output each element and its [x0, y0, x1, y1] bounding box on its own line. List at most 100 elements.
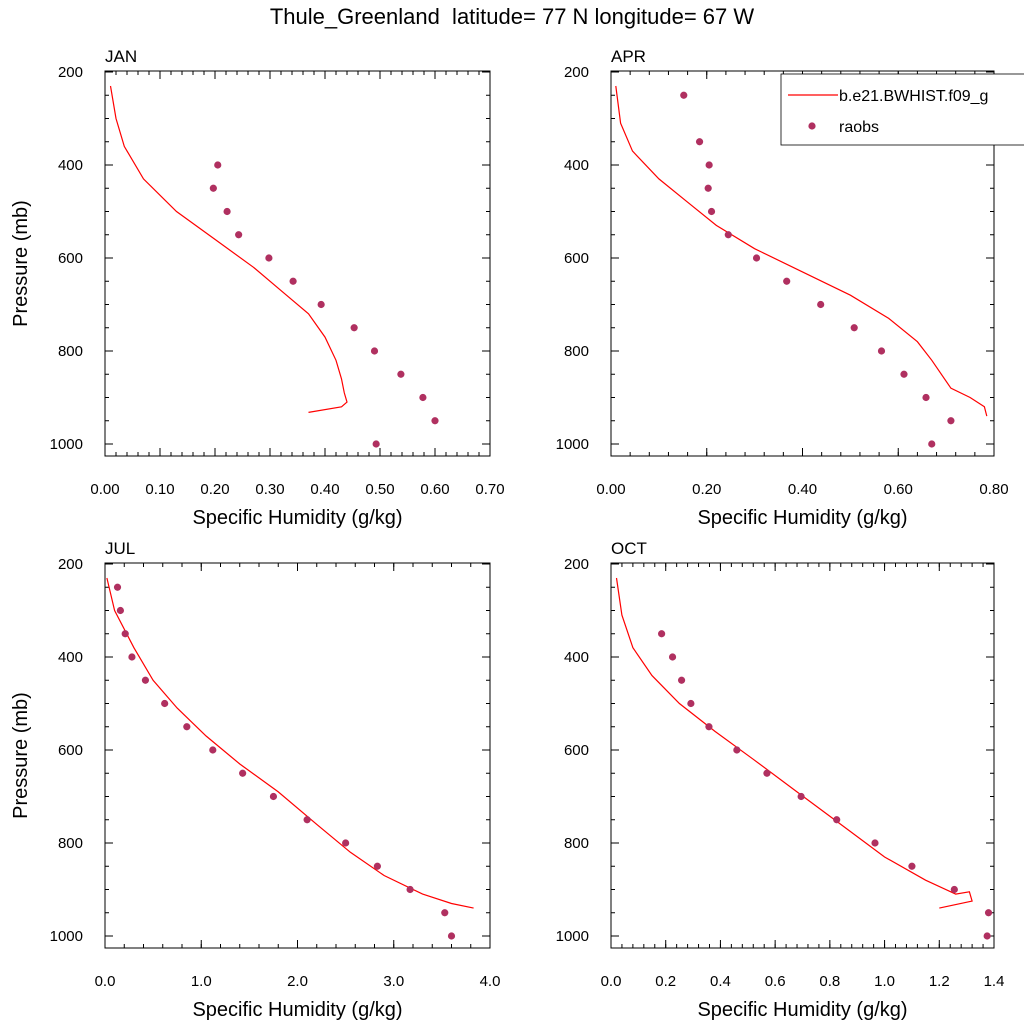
x-tick-label: 1.2: [929, 973, 950, 990]
x-tick-label: 2.0: [287, 973, 308, 990]
plot-frame: [104, 562, 491, 949]
obs-point: [733, 746, 741, 754]
obs-point: [922, 393, 930, 402]
obs-point: [441, 909, 449, 917]
obs-point: [397, 370, 405, 378]
x-axis-label: Specific Humidity (g/kg): [192, 999, 402, 1021]
y-tick-label: 600: [58, 742, 83, 759]
obs-point: [752, 254, 761, 262]
obs-point: [680, 91, 688, 99]
figure-title: Thule_Greenland latitude= 77 N longitude…: [269, 4, 755, 29]
obs-point: [431, 417, 439, 425]
y-axis-label: Pressure (mb): [10, 200, 32, 327]
x-tick-label: 0.80: [979, 481, 1008, 498]
obs-point: [209, 184, 217, 192]
panel-title: APR: [611, 47, 646, 66]
model-series-line: [109, 85, 348, 413]
obs-point: [342, 839, 350, 847]
obs-point: [724, 231, 732, 239]
obs-point: [370, 347, 379, 355]
obs-point: [705, 161, 713, 169]
obs-point: [687, 699, 695, 708]
obs-point: [373, 862, 381, 870]
obs-point: [984, 909, 993, 917]
obs-point: [983, 932, 991, 940]
y-tick-label: 800: [58, 343, 83, 360]
obs-point: [214, 161, 222, 169]
obs-point: [928, 440, 936, 448]
x-tick-label: 0.40: [788, 481, 817, 498]
obs-point: [705, 723, 713, 731]
x-tick-label: 0.8: [819, 973, 840, 990]
x-tick-label: 0.60: [884, 481, 913, 498]
obs-point: [289, 277, 297, 285]
obs-point: [116, 606, 124, 615]
y-tick-label: 800: [564, 343, 589, 360]
obs-point: [406, 885, 414, 894]
panel-oct: OCT 0.0 0.2 0.4 0.6 0.8 1.0 1.2 1.4 200 400 600 800 1…: [556, 539, 1005, 1021]
obs-point: [265, 254, 273, 262]
obs-point: [161, 699, 169, 708]
x-tick-label: 0.50: [365, 481, 394, 498]
obs-point: [350, 324, 358, 332]
y-tick-label: 1000: [50, 436, 83, 453]
y-tick-label: 600: [564, 250, 589, 267]
y-tick-label: 600: [564, 742, 589, 759]
obs-point: [695, 138, 704, 146]
obs-point: [704, 184, 712, 192]
legend-obs-label: raobs: [839, 119, 879, 136]
obs-point: [677, 676, 686, 684]
x-tick-label: 0.40: [310, 481, 339, 498]
x-tick-label: 0.20: [692, 481, 721, 498]
x-tick-label: 1.0: [191, 973, 212, 990]
y-tick-label: 800: [564, 835, 589, 852]
x-axis-label: Specific Humidity (g/kg): [697, 507, 907, 529]
x-tick-label: 0.0: [601, 973, 622, 990]
obs-point: [113, 583, 122, 591]
x-tick-label: 0.2: [655, 973, 676, 990]
x-tick-label: 1.4: [984, 973, 1005, 990]
x-axis-label: Specific Humidity (g/kg): [192, 507, 402, 529]
y-tick-label: 200: [564, 64, 589, 81]
y-tick-label: 1000: [50, 928, 83, 945]
x-tick-label: 0.00: [596, 481, 625, 498]
obs-point: [121, 630, 129, 638]
x-tick-label: 4.0: [480, 973, 501, 990]
obs-point: [419, 393, 427, 402]
obs-point: [269, 792, 278, 801]
y-tick-label: 200: [564, 556, 589, 573]
model-series-line: [615, 577, 973, 909]
obs-point: [317, 300, 325, 309]
obs-point: [141, 676, 150, 684]
model-series-line: [615, 85, 988, 417]
x-tick-label: 0.6: [765, 973, 786, 990]
x-tick-label: 0.00: [90, 481, 119, 498]
legend-box: [780, 73, 1024, 146]
obs-point: [763, 769, 771, 777]
obs-point: [183, 723, 191, 731]
y-tick-label: 1000: [556, 928, 589, 945]
obs-point: [128, 653, 136, 661]
obs-point: [850, 324, 858, 332]
legend-obs-marker: [808, 122, 816, 130]
y-tick-label: 200: [58, 556, 83, 573]
x-tick-label: 3.0: [383, 973, 404, 990]
x-tick-label: 0.20: [200, 481, 229, 498]
y-tick-label: 400: [564, 157, 589, 174]
obs-point: [209, 746, 217, 754]
y-tick-label: 400: [564, 649, 589, 666]
panel-title: OCT: [611, 539, 647, 558]
obs-point: [239, 769, 247, 777]
obs-point: [235, 231, 243, 239]
panel-jan: JAN 0.00 0.10 0.20 0.30 0.40 0.50 0.60 0.70 200 40…: [10, 47, 505, 529]
obs-point: [658, 630, 666, 638]
x-tick-label: 0.10: [145, 481, 174, 498]
panel-title: JAN: [105, 47, 137, 66]
y-tick-label: 800: [58, 835, 83, 852]
obs-point: [877, 347, 886, 355]
obs-point: [871, 839, 879, 847]
y-tick-label: 200: [58, 64, 83, 81]
